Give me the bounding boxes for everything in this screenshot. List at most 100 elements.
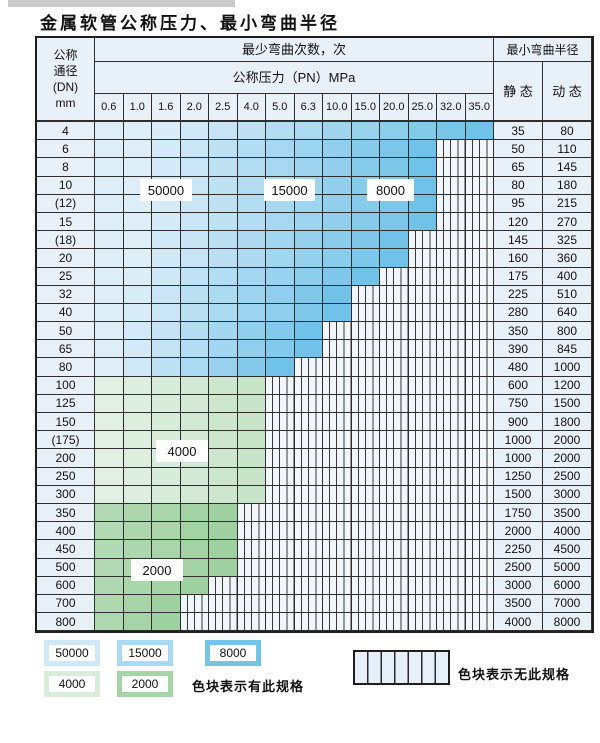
spec-cell-unavailable	[294, 431, 323, 450]
dn-value: 700	[37, 594, 95, 614]
static-radius-value: 65	[494, 158, 543, 177]
spec-cell-unavailable	[266, 376, 295, 395]
spec-cell-available	[237, 285, 266, 304]
spec-cell-unavailable	[380, 540, 409, 559]
spec-cell-available	[123, 467, 152, 486]
spec-cell-available	[123, 485, 152, 504]
spec-cell-available	[209, 212, 238, 232]
spec-cell-unavailable	[437, 558, 466, 577]
spec-cell-unavailable	[323, 449, 352, 468]
spec-cell-unavailable	[437, 158, 466, 177]
spec-cell-available	[152, 267, 181, 286]
static-radius-value: 1000	[494, 431, 543, 450]
spec-cell-available	[180, 485, 209, 504]
spec-cell-available	[209, 467, 238, 486]
spec-cell-available	[123, 285, 152, 304]
spec-cell-unavailable	[351, 322, 380, 341]
spec-cell-available	[152, 322, 181, 341]
spec-cell-unavailable	[323, 576, 352, 595]
spec-cell-unavailable	[323, 522, 352, 541]
spec-cell-available	[294, 231, 323, 250]
spec-cell-available	[209, 503, 238, 523]
spec-cell-unavailable	[380, 503, 409, 523]
spec-cell-unavailable	[408, 558, 437, 577]
spec-cell-available	[408, 212, 437, 232]
spec-cell-available	[351, 231, 380, 250]
spec-cell-available	[408, 122, 437, 141]
legend-swatch-label: 2000	[131, 677, 159, 691]
static-radius-value: 600	[494, 376, 543, 395]
legend-has-spec-text: 色块表示有此规格	[192, 679, 305, 694]
spec-cell-available	[123, 140, 152, 159]
spec-cell-available	[95, 522, 124, 541]
spec-cell-unavailable	[351, 503, 380, 523]
spec-cell-available	[95, 594, 124, 614]
spec-cell-unavailable	[180, 613, 209, 632]
dn-value: 300	[37, 485, 95, 504]
dynamic-radius-value: 325	[543, 231, 592, 250]
spec-cell-available	[266, 358, 295, 377]
spec-cell-available	[152, 413, 181, 432]
dn-header-line: mm	[55, 96, 76, 110]
spec-cell-available	[209, 322, 238, 341]
spec-cell-unavailable	[408, 449, 437, 468]
spec-cell-unavailable	[294, 613, 323, 632]
spec-cell-available	[237, 322, 266, 341]
spec-cell-available	[209, 194, 238, 213]
spec-cell-available	[294, 122, 323, 141]
spec-cell-available	[123, 394, 152, 413]
spec-cell-unavailable	[408, 485, 437, 504]
spec-cell-available	[294, 249, 323, 268]
dn-value: 65	[37, 340, 95, 359]
dynamic-radius-value: 640	[543, 303, 592, 323]
spec-cell-available	[209, 358, 238, 377]
spec-cell-available	[152, 394, 181, 413]
spec-cell-available	[180, 558, 209, 577]
spec-cell-unavailable	[237, 540, 266, 559]
pressure-col-header: 5.0	[266, 94, 295, 122]
static-radius-value: 480	[494, 358, 543, 377]
spec-cell-unavailable	[465, 394, 494, 413]
spec-cell-unavailable	[323, 558, 352, 577]
dynamic-radius-value: 180	[543, 176, 592, 195]
spec-cell-available	[95, 449, 124, 468]
spec-cell-unavailable	[237, 576, 266, 595]
spec-cell-available	[323, 194, 352, 213]
spec-cell-available	[180, 231, 209, 250]
spec-cell-available	[152, 285, 181, 304]
spec-cell-available	[323, 231, 352, 250]
spec-cell-unavailable	[351, 594, 380, 614]
spec-cell-available	[95, 158, 124, 177]
spec-cell-available	[209, 394, 238, 413]
spec-cell-unavailable	[437, 212, 466, 232]
cycle-count-label: 8000	[367, 179, 414, 201]
spec-cell-unavailable	[323, 613, 352, 632]
spec-cell-unavailable	[465, 449, 494, 468]
spec-cell-available	[209, 140, 238, 159]
spec-cell-available	[266, 340, 295, 359]
spec-cell-available	[180, 540, 209, 559]
spec-cell-available	[123, 413, 152, 432]
spec-cell-available	[209, 413, 238, 432]
static-radius-value: 750	[494, 394, 543, 413]
dynamic-radius-value: 1500	[543, 394, 592, 413]
dynamic-radius-value: 215	[543, 194, 592, 213]
spec-cell-unavailable	[380, 303, 409, 323]
legend-swatch-label: 8000	[219, 646, 247, 660]
spec-cell-unavailable	[465, 303, 494, 323]
spec-cell-unavailable	[380, 485, 409, 504]
spec-cell-unavailable	[380, 285, 409, 304]
pressure-col-header: 0.6	[95, 94, 124, 122]
spec-cell-unavailable	[380, 394, 409, 413]
dn-value: 32	[37, 285, 95, 304]
spec-cell-unavailable	[351, 576, 380, 595]
spec-cell-unavailable	[437, 503, 466, 523]
spec-cell-available	[95, 485, 124, 504]
spec-cell-available	[237, 340, 266, 359]
dn-value: 10	[37, 176, 95, 195]
spec-cell-available	[152, 376, 181, 395]
spec-cell-unavailable	[465, 158, 494, 177]
spec-cell-unavailable	[294, 358, 323, 377]
spec-cell-available	[209, 285, 238, 304]
spec-cell-unavailable	[408, 503, 437, 523]
